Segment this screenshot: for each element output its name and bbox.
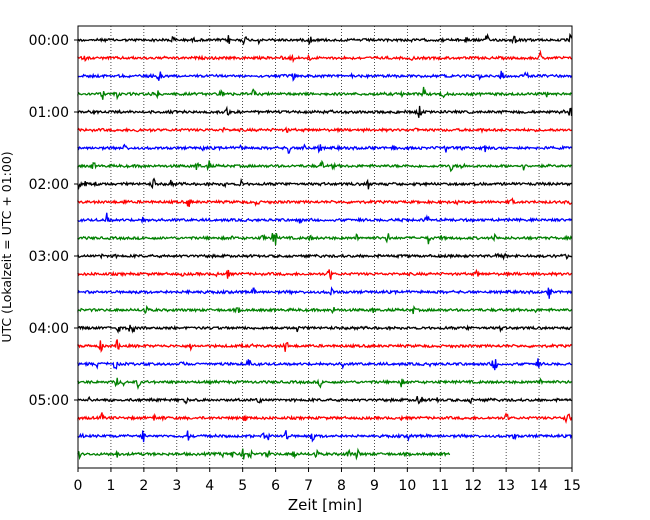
x-axis: 0 1 2 3 4 5 6 7 8 9 10 11 12 13 14 15	[74, 468, 581, 494]
trace-0545	[77, 447, 451, 461]
x-tick-label: 1	[106, 478, 115, 494]
trace-0530	[77, 430, 573, 443]
trace-0445	[77, 377, 572, 390]
trace-0200	[77, 177, 573, 190]
trace-0115	[77, 126, 572, 134]
x-tick-label: 3	[172, 478, 181, 494]
x-tick-label: 11	[431, 478, 449, 494]
trace-0145	[77, 159, 572, 173]
y-tick-label: 04:00	[29, 321, 69, 337]
y-tick-label: 02:00	[29, 177, 69, 193]
trace-0430	[77, 358, 572, 371]
trace-0030	[77, 70, 573, 82]
x-tick-label: 0	[74, 478, 83, 494]
y-tick-label: 05:00	[29, 393, 69, 409]
trace-0245	[77, 232, 573, 246]
trace-0315	[77, 268, 573, 280]
trace-0515	[77, 412, 573, 424]
x-tick-label: 10	[398, 478, 416, 494]
trace-0000	[77, 32, 573, 46]
y-tick-label: 00:00	[29, 33, 69, 49]
x-tick-label: 9	[370, 478, 379, 494]
trace-0300	[77, 252, 573, 261]
trace-0130	[77, 143, 573, 154]
x-tick-label: 12	[464, 478, 482, 494]
trace-0100	[77, 105, 573, 118]
trace-0400	[77, 324, 572, 334]
trace-0330	[77, 286, 573, 299]
trace-group	[77, 32, 573, 461]
plot-frame	[77, 25, 573, 469]
x-tick-label: 2	[139, 478, 148, 494]
x-tick-label: 6	[271, 478, 280, 494]
x-tick-label: 7	[304, 478, 313, 494]
trace-0500	[77, 395, 572, 405]
trace-0345	[77, 304, 573, 315]
x-tick-label: 5	[238, 478, 247, 494]
x-tick-label: 8	[337, 478, 346, 494]
x-tick-label: 14	[530, 478, 548, 494]
x-tick-label: 15	[563, 478, 581, 494]
trace-0415	[77, 339, 572, 354]
y-axis-title: UTC (Lokalzeit = UTC + 01:00)	[0, 151, 14, 342]
trace-0045	[77, 86, 573, 101]
trace-0015	[77, 49, 573, 64]
x-axis-title: Zeit [min]	[288, 496, 362, 514]
trace-0215	[77, 197, 573, 207]
trace-0230	[77, 212, 573, 225]
y-axis: 00:00 01:00 02:00 03:00 04:00 05:00	[29, 33, 78, 409]
x-tick-label: 13	[497, 478, 515, 494]
x-tick-label: 4	[205, 478, 214, 494]
y-tick-label: 03:00	[29, 249, 69, 265]
y-tick-label: 01:00	[29, 105, 69, 121]
